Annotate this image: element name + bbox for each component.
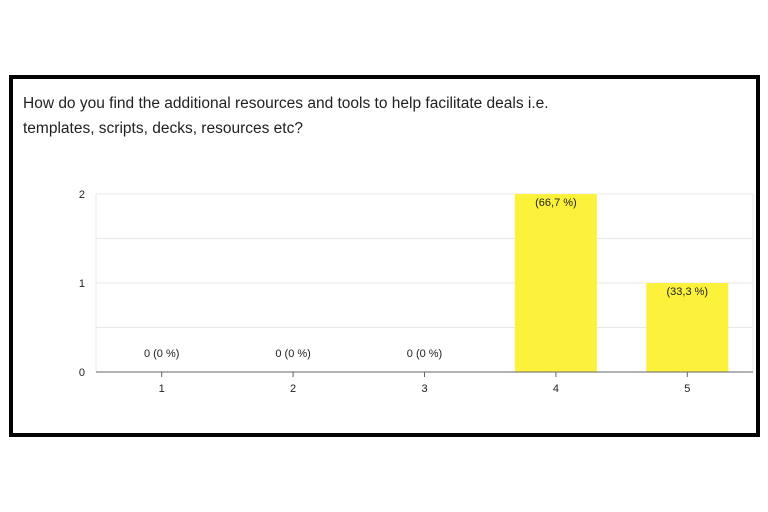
bar-chart: 0 1 2 0 (0 %) 1 0 (0 %) 2 0 (0 %) 3 (66,7 %) 4 (33,… xyxy=(79,189,754,395)
x-tick-label: 5 xyxy=(684,383,690,395)
y-tick-label: 0 xyxy=(79,367,85,379)
x-tick-label: 1 xyxy=(159,383,165,395)
y-tick-label: 1 xyxy=(79,278,85,290)
bar-data-label: 0 (0 %) xyxy=(275,348,310,360)
bar xyxy=(646,283,729,372)
bar-data-label: (66,7 %) xyxy=(535,197,577,209)
x-tick-label: 2 xyxy=(290,383,296,395)
chart-card: How do you find the additional resources… xyxy=(9,75,760,437)
question-line-1: How do you find the additional resources… xyxy=(23,95,549,112)
bar-data-label: (33,3 %) xyxy=(667,286,709,298)
question-line-2: templates, scripts, decks, resources etc… xyxy=(23,120,303,137)
x-tick-label: 3 xyxy=(421,383,427,395)
x-tick-label: 4 xyxy=(553,383,559,395)
bar-data-label: 0 (0 %) xyxy=(407,348,442,360)
bar-data-label: 0 (0 %) xyxy=(144,348,179,360)
bar xyxy=(514,194,597,372)
y-tick-label: 2 xyxy=(79,189,85,201)
question-title: How do you find the additional resources… xyxy=(23,91,723,141)
